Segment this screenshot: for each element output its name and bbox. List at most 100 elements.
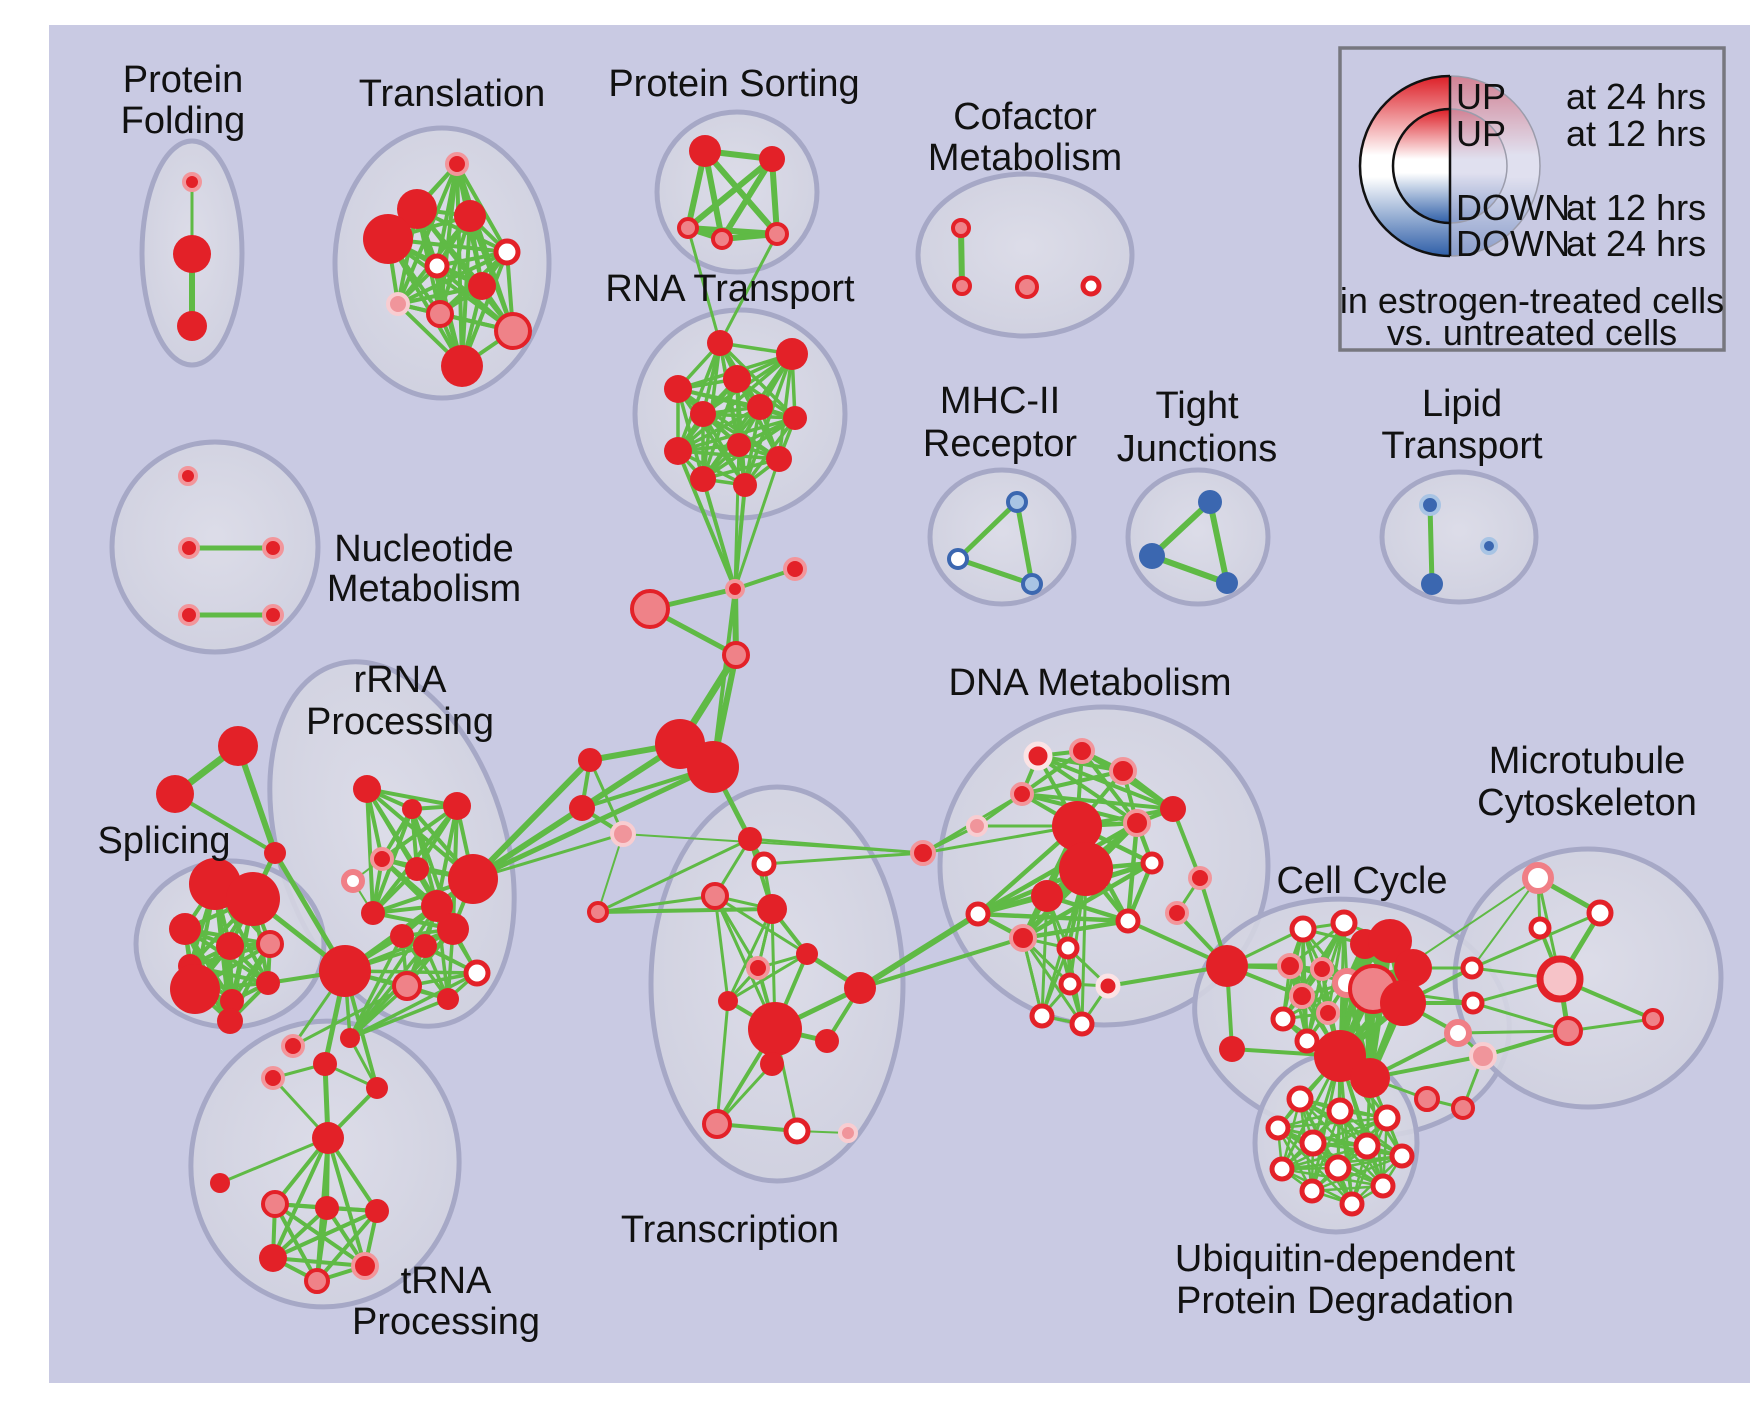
network-node-r12 — [463, 959, 491, 987]
network-node-t5 — [493, 238, 521, 266]
network-node-p5 — [765, 222, 789, 246]
network-node-x7 — [718, 991, 738, 1011]
network-node-d3 — [1109, 757, 1137, 785]
network-node-r11 — [437, 913, 469, 945]
network-node-sp9 — [256, 971, 280, 995]
network-node-n7 — [365, 1199, 389, 1223]
network-node-rt3 — [723, 365, 751, 393]
network-edge — [1280, 1144, 1369, 1171]
cluster-label-rna-transport: RNA Transport — [605, 268, 855, 310]
network-edge — [596, 907, 774, 914]
network-node-k7 — [1310, 957, 1334, 981]
network-edge — [218, 1136, 330, 1185]
network-node-g3 — [264, 842, 286, 864]
network-node-rb — [448, 854, 498, 904]
network-node-rt2 — [776, 338, 808, 370]
network-node-u2 — [1586, 899, 1614, 927]
network-edge — [1040, 894, 1049, 1018]
network-node-m1 — [578, 748, 602, 772]
network-node-x1 — [738, 827, 762, 851]
network-node-d13 — [1056, 936, 1080, 960]
network-node-nu4 — [178, 604, 200, 626]
network-edge — [686, 226, 722, 345]
network-edge — [596, 837, 752, 914]
network-edge — [676, 449, 737, 591]
network-edge — [1125, 820, 1140, 924]
network-node-x9 — [815, 1029, 839, 1053]
network-edge — [743, 352, 794, 487]
network-node-k20 — [1414, 1086, 1440, 1112]
network-node-rt4 — [664, 375, 692, 403]
network-edge — [471, 832, 625, 881]
network-node-k10 — [1380, 980, 1426, 1026]
network-node-r2 — [402, 799, 422, 819]
network-node-p1 — [689, 135, 721, 167]
network-node-r13 — [392, 971, 422, 1001]
legend-outer-right-arc — [1449, 75, 1541, 257]
network-edge — [921, 824, 1079, 855]
network-node-r3 — [443, 792, 471, 820]
legend-time-2: at 12 hrs — [1566, 187, 1706, 228]
network-edge — [713, 894, 809, 956]
network-edge — [173, 792, 277, 855]
cluster-label-protein-sorting: Protein Sorting — [608, 63, 859, 105]
network-node-rh — [319, 945, 371, 997]
network-node-r7 — [421, 890, 453, 922]
network-node-u1 — [1522, 862, 1554, 894]
network-node-r15 — [281, 1034, 305, 1058]
network-node-d4 — [1010, 782, 1034, 806]
network-edge — [1149, 499, 1213, 559]
network-node-k13 — [1294, 1028, 1320, 1054]
network-node-k6 — [1277, 953, 1303, 979]
network-edge — [701, 477, 737, 591]
network-edge — [718, 232, 779, 345]
network-node-u3 — [1528, 916, 1552, 940]
network-edge — [726, 952, 809, 1003]
network-node-s4 — [722, 641, 750, 669]
cluster-label-tight-junctions: Junctions — [1117, 428, 1278, 470]
cluster-label-rrna-processing: rRNA — [354, 659, 448, 701]
network-node-b5 — [1139, 543, 1165, 569]
cluster-label-nucleotide-metabolism: Metabolism — [327, 568, 521, 610]
network-node-nu1 — [178, 466, 198, 486]
network-edge — [701, 412, 797, 420]
network-node-t8 — [386, 292, 410, 316]
cluster-label-microtubule-cytoskeleton: Microtubule — [1489, 740, 1685, 782]
network-node-r5 — [341, 869, 365, 893]
network-node-x12 — [783, 1117, 811, 1145]
network-node-k17 — [1461, 991, 1485, 1015]
network-edge — [715, 999, 730, 1126]
network-node-d18 — [1206, 945, 1248, 987]
legend-direction-0: UP — [1456, 76, 1506, 117]
network-node-x6 — [796, 943, 818, 965]
network-node-k4 — [1368, 919, 1412, 963]
cluster-label-protein-folding: Protein — [123, 59, 243, 101]
network-node-d11 — [965, 901, 991, 927]
cluster-ellipse-cofactor-metabolism — [915, 171, 1135, 339]
network-node-q7 — [1389, 1143, 1415, 1169]
network-node-q8 — [1269, 1156, 1295, 1182]
network-edge — [588, 758, 625, 836]
network-node-c2 — [952, 276, 972, 296]
network-node-r1 — [353, 775, 381, 803]
network-node-k21 — [1451, 1096, 1475, 1120]
network-node-r10 — [413, 934, 437, 958]
network-node-d8 — [1031, 880, 1063, 912]
network-edge — [596, 894, 717, 914]
network-node-sp8 — [220, 989, 244, 1013]
network-node-s3 — [630, 589, 670, 629]
cluster-label-lipid-transport: Lipid — [1422, 383, 1502, 425]
network-edge — [975, 860, 1155, 917]
network-node-k12 — [1270, 1006, 1296, 1032]
network-node-p4 — [711, 228, 733, 250]
network-node-r16 — [340, 1028, 360, 1048]
network-edge — [326, 1136, 367, 1268]
network-node-t4 — [363, 214, 413, 264]
network-edge — [748, 837, 925, 855]
network-edge — [1471, 1001, 1570, 1033]
network-node-pf2 — [173, 235, 211, 273]
network-node-k16 — [1460, 956, 1484, 980]
network-edge — [597, 833, 624, 913]
network-edge — [291, 984, 409, 1048]
network-edge — [1020, 792, 1175, 811]
